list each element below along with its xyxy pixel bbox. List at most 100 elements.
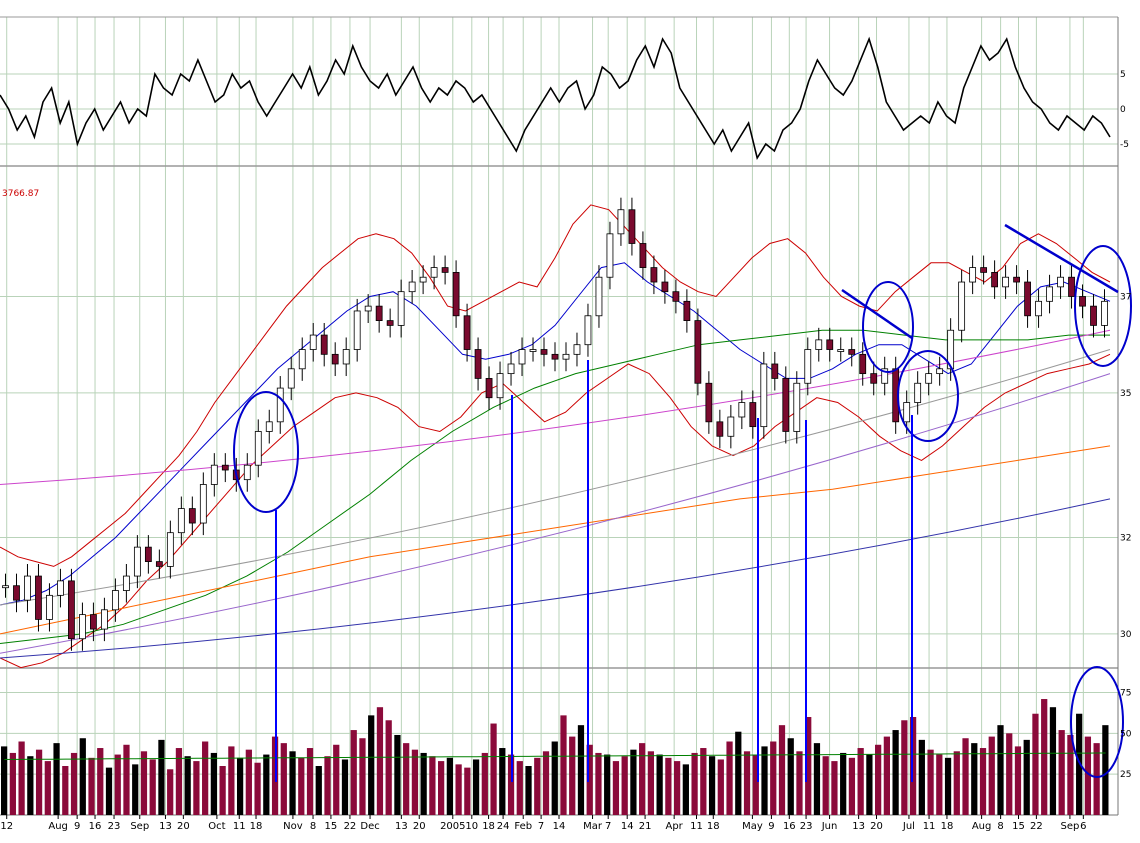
volume-bar <box>708 756 716 815</box>
candle-body <box>573 344 581 355</box>
candle-body <box>672 291 680 302</box>
volume-bar <box>805 717 812 815</box>
volume-bar <box>446 757 453 815</box>
x-tick-label: 21 <box>639 821 652 832</box>
oscillator-panel <box>0 36 1111 161</box>
candle-body <box>397 291 405 326</box>
price-overlay-line <box>0 204 1111 567</box>
candle-body <box>760 363 768 428</box>
candle-body <box>441 267 449 273</box>
volume-bar <box>1006 733 1013 815</box>
candle-body <box>1035 300 1042 317</box>
x-tick-label: 10 <box>465 821 478 832</box>
volume-bar <box>350 730 357 815</box>
volume-bar <box>420 752 427 815</box>
volume-bar <box>1067 734 1074 815</box>
volume-bar <box>289 751 296 815</box>
volume-bar <box>175 748 183 815</box>
candle-body <box>650 267 658 283</box>
volume-bar <box>752 754 759 815</box>
volume-bar <box>604 754 611 815</box>
candle-body <box>298 349 306 370</box>
x-tick-label: Oct <box>208 821 225 832</box>
candle-body <box>969 267 977 283</box>
candle-body <box>79 614 86 640</box>
volume-bar <box>140 751 148 815</box>
volume-bar <box>787 738 794 815</box>
x-tick-label: 7 <box>538 821 544 832</box>
y-tick-label: -5 <box>1120 140 1129 150</box>
volume-bar <box>936 754 943 815</box>
volume-bar <box>630 749 637 815</box>
y-tick-label: 32 <box>1120 534 1131 544</box>
x-tick-label: Jul <box>902 821 915 832</box>
volume-bar <box>569 736 576 815</box>
volume-bar <box>18 741 25 815</box>
volume-bar <box>368 715 375 815</box>
volume-bar <box>455 764 462 815</box>
candle-body <box>155 561 163 567</box>
x-tick-label: Aug <box>972 821 992 832</box>
volume-bar <box>743 751 751 815</box>
price-overlay-line <box>0 329 1110 644</box>
volume-bar <box>70 752 78 815</box>
candle-body <box>562 353 570 360</box>
volume-bar <box>848 757 856 815</box>
volume-bar <box>953 751 960 815</box>
volume-bar <box>1023 739 1030 815</box>
price-overlay-line <box>0 445 1111 635</box>
volume-bar <box>796 751 803 815</box>
volume-bar <box>831 761 838 815</box>
gridlines <box>0 17 1118 815</box>
candle-body <box>133 546 141 577</box>
y-tick-label: 25 <box>1120 770 1131 780</box>
candle-body <box>716 421 724 437</box>
candle-body <box>529 349 537 352</box>
x-tick-label: Nov <box>283 821 303 832</box>
volume-bar <box>822 756 829 815</box>
candle-body <box>2 585 9 589</box>
volume-bar <box>35 749 43 815</box>
x-tick-label: 14 <box>553 821 566 832</box>
volume-bar <box>595 752 602 815</box>
candle-body <box>122 575 130 591</box>
volume-bar <box>79 738 86 815</box>
volume-bar <box>341 759 349 815</box>
candle-body <box>848 349 856 355</box>
volume-bar <box>840 752 847 815</box>
volume-bar <box>333 744 340 815</box>
candle-body <box>1013 276 1020 283</box>
candle-body <box>1057 276 1064 288</box>
x-tick-label: 9 <box>74 821 80 832</box>
volume-bar <box>656 754 663 815</box>
x-tick-label: 15 <box>325 821 338 832</box>
candle-body <box>628 209 636 244</box>
x-tick-label: Mar <box>583 821 603 832</box>
volume-bar <box>909 717 917 815</box>
x-tick-label: 18 <box>482 821 495 832</box>
volume-bar <box>717 759 724 815</box>
volume-bar <box>901 720 908 815</box>
candle-body <box>936 368 944 375</box>
volume-bar <box>857 748 864 815</box>
candle-body <box>925 373 933 384</box>
volume-bar <box>1102 725 1109 815</box>
annotation-trendline <box>841 288 913 340</box>
volume-bar <box>9 752 16 815</box>
x-tick-label: 8 <box>997 821 1003 832</box>
price-overlay-line <box>0 498 1111 659</box>
candle-body <box>386 320 394 326</box>
y-tick-label: 50 <box>1120 729 1132 739</box>
price-overlay-line <box>0 262 1111 606</box>
x-tick-label: 9 <box>768 821 774 832</box>
candle-body <box>430 267 438 278</box>
candle-body <box>771 363 779 379</box>
x-tick-label: 11 <box>690 821 703 832</box>
candle-body <box>837 349 845 352</box>
x-tick-label: 18 <box>250 821 263 832</box>
y-tick-label: 37 <box>1120 293 1131 303</box>
x-tick-label: 6 <box>1080 821 1086 832</box>
candle-body <box>144 546 152 563</box>
annotation-layer <box>233 223 1132 782</box>
